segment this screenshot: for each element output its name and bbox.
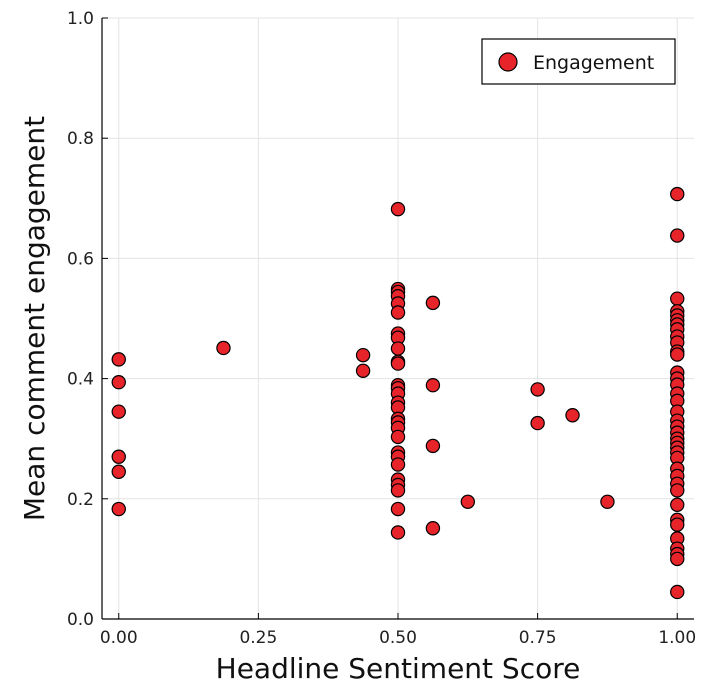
data-point — [565, 408, 580, 423]
data-point — [111, 352, 126, 367]
data-point — [670, 347, 685, 362]
data-point — [425, 438, 441, 454]
data-point — [111, 501, 126, 517]
y-tick-label: 0.2 — [67, 490, 94, 510]
y-tick-label: 0.6 — [67, 249, 94, 269]
data-point — [111, 404, 126, 419]
data-point — [111, 464, 126, 479]
data-point — [111, 375, 126, 390]
data-point — [670, 584, 685, 600]
data-point — [670, 228, 685, 243]
data-point — [460, 494, 476, 510]
x-tick-label: 1.00 — [658, 628, 696, 648]
legend-label-engagement: Engagement — [533, 52, 654, 74]
data-point — [670, 517, 685, 532]
data-point — [425, 295, 441, 311]
data-point — [390, 305, 406, 320]
x-axis-label: Headline Sentiment Score — [216, 652, 581, 685]
data-point — [530, 382, 545, 397]
data-point — [670, 291, 685, 306]
data-point — [425, 378, 441, 393]
data-point — [670, 497, 685, 513]
data-point — [111, 449, 126, 464]
y-tick-label: 1.0 — [67, 9, 94, 29]
x-tick-label: 0.50 — [379, 628, 417, 648]
data-point — [670, 483, 685, 498]
data-point — [390, 457, 406, 472]
data-points — [111, 186, 685, 600]
x-tick-label: 0.75 — [519, 628, 557, 648]
data-point — [390, 341, 406, 356]
data-point — [670, 186, 685, 202]
y-tick-label: 0.8 — [67, 129, 94, 149]
data-point — [425, 521, 441, 536]
data-point — [355, 363, 371, 378]
data-point — [390, 356, 406, 371]
data-point — [390, 201, 406, 217]
y-tick-label: 0.4 — [67, 370, 94, 390]
legend-marker-engagement — [498, 52, 518, 72]
data-point — [390, 501, 406, 517]
y-tick-label: 0.0 — [67, 610, 94, 630]
data-point — [390, 483, 406, 498]
data-point — [390, 525, 406, 540]
legend: Engagement — [481, 38, 676, 85]
ticks: 0.00 0.25 0.50 0.75 1.00 0.0 0.2 0.4 0.6 0.8 1.0 — [67, 9, 696, 648]
y-axis-label: Mean comment engagement — [18, 116, 51, 521]
data-point — [390, 429, 406, 445]
data-point — [670, 551, 685, 567]
data-point — [530, 415, 545, 431]
data-point — [600, 494, 615, 510]
data-point — [355, 347, 371, 363]
data-point — [216, 340, 231, 356]
x-tick-label: 0.25 — [239, 628, 277, 648]
x-tick-label: 0.00 — [100, 628, 138, 648]
